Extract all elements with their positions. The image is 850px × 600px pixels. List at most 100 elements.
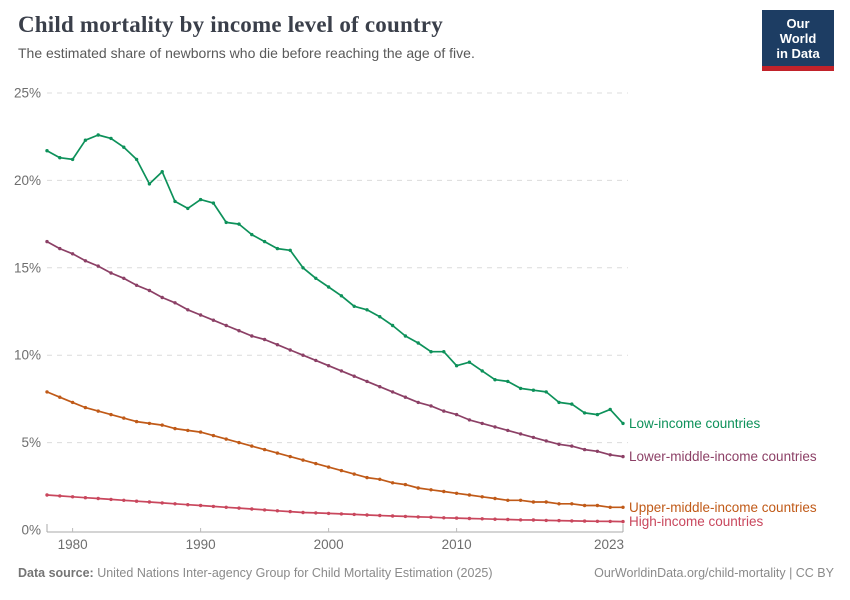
data-point-lower-middle-income-countries-1991[interactable] — [211, 318, 216, 322]
data-point-high-income-countries-1982[interactable] — [96, 496, 100, 501]
data-point-low-income-countries-2013[interactable] — [493, 378, 497, 382]
series-label-lower-middle-income-countries[interactable]: Lower-middle-income countries — [629, 449, 817, 464]
data-point-lower-middle-income-countries-1985[interactable] — [134, 283, 139, 287]
data-point-lower-middle-income-countries-2012[interactable] — [480, 421, 484, 426]
data-point-high-income-countries-1989[interactable] — [186, 503, 190, 507]
data-point-upper-middle-income-countries-1995[interactable] — [262, 447, 267, 452]
data-point-lower-middle-income-countries-2020[interactable] — [582, 447, 587, 452]
data-point-upper-middle-income-countries-2018[interactable] — [557, 502, 561, 506]
citation-link[interactable]: OurWorldinData.org/child-mortality | CC … — [594, 566, 834, 580]
data-point-low-income-countries-1994[interactable] — [250, 232, 254, 237]
data-point-high-income-countries-1984[interactable] — [122, 498, 126, 502]
data-point-upper-middle-income-countries-1994[interactable] — [250, 444, 254, 448]
data-point-high-income-countries-2002[interactable] — [352, 512, 356, 517]
data-point-low-income-countries-2000[interactable] — [326, 285, 331, 289]
data-point-upper-middle-income-countries-1978[interactable] — [45, 390, 49, 394]
data-point-low-income-countries-2019[interactable] — [570, 402, 574, 406]
data-point-upper-middle-income-countries-1990[interactable] — [198, 430, 203, 434]
data-point-high-income-countries-2011[interactable] — [467, 516, 472, 521]
data-point-low-income-countries-2004[interactable] — [378, 315, 382, 319]
data-point-high-income-countries-1978[interactable] — [45, 493, 49, 497]
data-point-upper-middle-income-countries-2017[interactable] — [544, 500, 548, 504]
data-point-high-income-countries-1979[interactable] — [58, 494, 62, 498]
data-point-low-income-countries-2022[interactable] — [608, 407, 612, 412]
data-point-upper-middle-income-countries-2005[interactable] — [390, 481, 395, 485]
data-point-low-income-countries-2018[interactable] — [557, 400, 561, 405]
data-point-low-income-countries-1988[interactable] — [173, 199, 177, 204]
data-point-lower-middle-income-countries-1988[interactable] — [173, 301, 177, 305]
series-line-high-income-countries[interactable] — [46, 494, 624, 523]
data-point-high-income-countries-2018[interactable] — [557, 518, 561, 523]
data-point-high-income-countries-2008[interactable] — [429, 515, 433, 519]
data-point-high-income-countries-2017[interactable] — [544, 518, 548, 523]
data-point-lower-middle-income-countries-2006[interactable] — [403, 395, 408, 399]
data-point-low-income-countries-2010[interactable] — [454, 364, 459, 368]
data-point-low-income-countries-1997[interactable] — [288, 248, 292, 252]
data-point-lower-middle-income-countries-1984[interactable] — [122, 276, 126, 280]
data-point-upper-middle-income-countries-2010[interactable] — [454, 491, 459, 495]
data-point-lower-middle-income-countries-1983[interactable] — [109, 271, 113, 275]
data-point-high-income-countries-1988[interactable] — [173, 502, 177, 506]
data-point-lower-middle-income-countries-2001[interactable] — [339, 369, 344, 373]
data-point-lower-middle-income-countries-2021[interactable] — [595, 449, 600, 453]
data-point-high-income-countries-2005[interactable] — [390, 514, 395, 518]
series-line-low-income-countries[interactable] — [46, 134, 624, 424]
series-line-upper-middle-income-countries[interactable] — [46, 391, 623, 509]
data-point-high-income-countries-1987[interactable] — [160, 501, 164, 505]
data-point-high-income-countries-1994[interactable] — [250, 507, 254, 511]
data-point-low-income-countries-1984[interactable] — [122, 145, 126, 149]
data-point-upper-middle-income-countries-2019[interactable] — [570, 502, 574, 506]
data-point-upper-middle-income-countries-2001[interactable] — [339, 468, 344, 473]
data-point-lower-middle-income-countries-1992[interactable] — [224, 323, 228, 328]
data-point-lower-middle-income-countries-1995[interactable] — [262, 337, 267, 342]
data-point-low-income-countries-2003[interactable] — [365, 308, 369, 312]
data-point-lower-middle-income-countries-2011[interactable] — [467, 418, 472, 422]
data-point-lower-middle-income-countries-2005[interactable] — [390, 390, 395, 394]
data-point-lower-middle-income-countries-2008[interactable] — [429, 404, 433, 408]
data-point-high-income-countries-1991[interactable] — [211, 504, 216, 509]
data-point-upper-middle-income-countries-1996[interactable] — [275, 451, 280, 455]
data-point-upper-middle-income-countries-1982[interactable] — [96, 409, 100, 413]
data-point-low-income-countries-1978[interactable] — [45, 149, 49, 153]
data-point-high-income-countries-1986[interactable] — [147, 500, 152, 504]
data-point-lower-middle-income-countries-2015[interactable] — [518, 432, 523, 436]
data-point-lower-middle-income-countries-1990[interactable] — [198, 313, 203, 317]
data-point-upper-middle-income-countries-1989[interactable] — [186, 428, 190, 433]
data-point-low-income-countries-2001[interactable] — [339, 294, 344, 298]
data-point-upper-middle-income-countries-1988[interactable] — [173, 426, 177, 431]
data-point-upper-middle-income-countries-1999[interactable] — [314, 461, 318, 466]
owid-logo[interactable]: Our World in Data — [762, 10, 834, 71]
data-point-upper-middle-income-countries-2004[interactable] — [378, 477, 382, 481]
data-point-high-income-countries-2006[interactable] — [403, 514, 408, 519]
data-point-lower-middle-income-countries-1987[interactable] — [160, 295, 164, 300]
data-point-upper-middle-income-countries-1979[interactable] — [58, 395, 62, 399]
data-point-low-income-countries-1983[interactable] — [109, 136, 113, 141]
data-point-low-income-countries-1982[interactable] — [96, 133, 100, 137]
data-point-low-income-countries-2008[interactable] — [429, 350, 433, 354]
data-point-high-income-countries-2010[interactable] — [454, 516, 459, 520]
data-point-low-income-countries-2002[interactable] — [352, 304, 356, 308]
data-point-high-income-countries-1993[interactable] — [237, 506, 241, 510]
series-label-upper-middle-income-countries[interactable]: Upper-middle-income countries — [629, 500, 817, 515]
data-point-upper-middle-income-countries-1998[interactable] — [301, 458, 305, 462]
data-point-upper-middle-income-countries-2013[interactable] — [493, 496, 497, 501]
data-point-upper-middle-income-countries-2014[interactable] — [506, 498, 510, 502]
data-point-high-income-countries-2021[interactable] — [595, 519, 600, 523]
data-point-upper-middle-income-countries-1984[interactable] — [122, 416, 126, 420]
data-point-high-income-countries-1998[interactable] — [301, 510, 305, 515]
data-point-upper-middle-income-countries-2011[interactable] — [467, 493, 472, 497]
data-point-upper-middle-income-countries-2008[interactable] — [429, 488, 433, 492]
data-point-low-income-countries-2009[interactable] — [442, 350, 446, 354]
data-point-low-income-countries-2012[interactable] — [480, 369, 484, 373]
data-point-high-income-countries-1996[interactable] — [275, 509, 280, 513]
data-point-lower-middle-income-countries-1996[interactable] — [275, 343, 280, 347]
data-point-low-income-countries-1991[interactable] — [211, 201, 216, 205]
data-point-low-income-countries-2007[interactable] — [416, 341, 420, 345]
data-point-high-income-countries-2001[interactable] — [339, 512, 344, 516]
data-point-low-income-countries-1996[interactable] — [275, 246, 280, 251]
data-point-high-income-countries-2004[interactable] — [378, 513, 382, 518]
data-point-lower-middle-income-countries-1982[interactable] — [96, 264, 100, 268]
data-point-low-income-countries-1979[interactable] — [58, 156, 62, 160]
data-point-low-income-countries-1990[interactable] — [198, 197, 203, 202]
data-point-low-income-countries-1993[interactable] — [237, 222, 241, 226]
